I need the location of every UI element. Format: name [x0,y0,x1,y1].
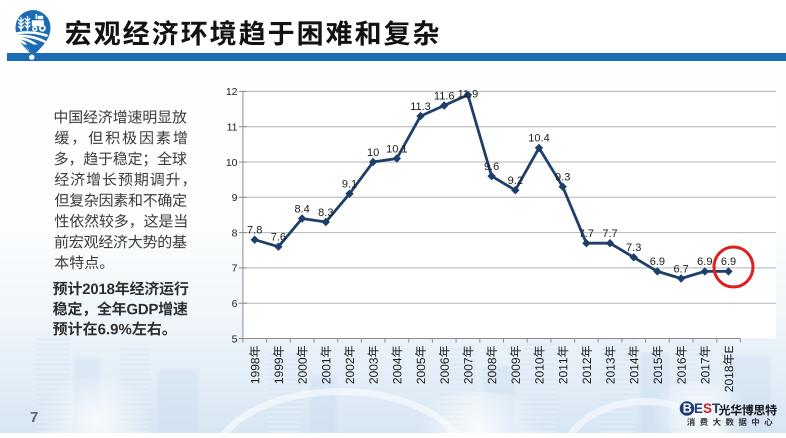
svg-text:5: 5 [232,333,238,345]
svg-text:7.7: 7.7 [602,228,617,240]
svg-text:9.6: 9.6 [484,161,499,173]
svg-text:11.3: 11.3 [410,101,431,113]
svg-text:10: 10 [367,147,379,159]
svg-text:11: 11 [227,122,238,134]
svg-text:9.1: 9.1 [342,179,357,191]
svg-text:7: 7 [232,263,238,275]
svg-text:6.9: 6.9 [650,256,665,268]
svg-text:10: 10 [226,157,238,169]
svg-text:7.7: 7.7 [579,228,594,240]
svg-text:8: 8 [232,227,238,239]
svg-text:11.6: 11.6 [434,90,455,102]
svg-text:10.4: 10.4 [528,133,549,145]
svg-text:6.7: 6.7 [673,263,688,275]
svg-text:7.3: 7.3 [626,242,641,254]
svg-text:10.1: 10.1 [386,143,407,155]
svg-text:9.2: 9.2 [508,175,523,187]
svg-text:9: 9 [232,192,238,204]
svg-text:12: 12 [226,86,238,98]
svg-text:7.6: 7.6 [271,232,286,244]
svg-text:8.4: 8.4 [294,203,309,215]
svg-text:9.3: 9.3 [555,172,570,184]
svg-text:6.9: 6.9 [721,256,736,268]
svg-text:B: B [683,402,692,416]
svg-text:7.8: 7.8 [247,225,262,237]
svg-text:11.9: 11.9 [458,89,479,101]
svg-text:6: 6 [232,298,238,310]
svg-text:6.9: 6.9 [697,256,712,268]
svg-text:EST: EST [694,401,721,416]
svg-text:8.3: 8.3 [318,207,333,219]
